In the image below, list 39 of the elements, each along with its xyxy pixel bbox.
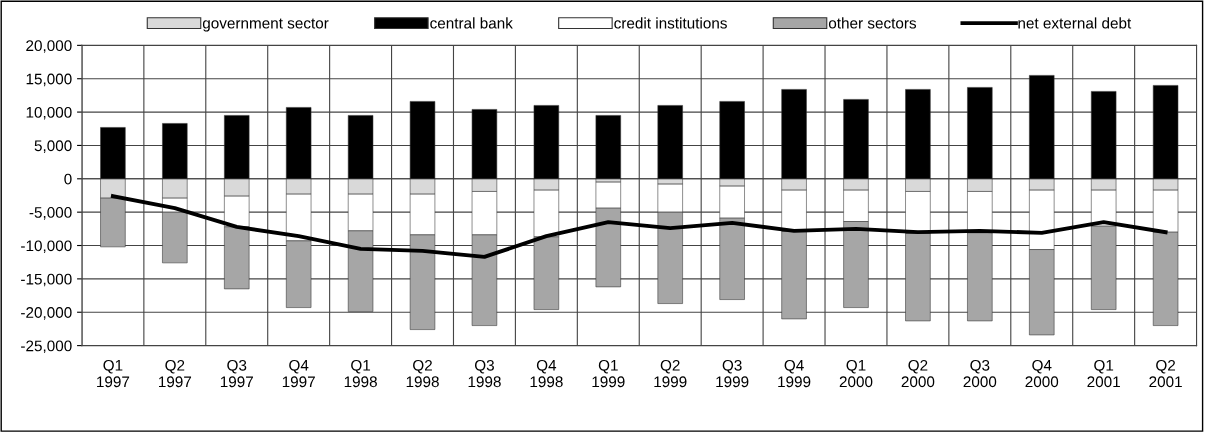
y-tick-label: -10,000	[21, 240, 72, 254]
legend-label: central bank	[430, 17, 513, 29]
x-tick-label: Q3 1997	[220, 359, 253, 388]
x-tick-label: Q4 1999	[778, 359, 811, 388]
x-tick-label: Q4 2000	[1025, 359, 1059, 388]
legend-label: government sector	[202, 18, 329, 32]
y-tick-label: 20,000	[26, 40, 72, 53]
bar	[781, 231, 807, 320]
bar	[967, 232, 993, 322]
bar	[905, 233, 931, 322]
x-tick-label: Q4 1997	[282, 359, 315, 388]
x-tick-label: Q2 1999	[654, 359, 687, 388]
y-tick-label: -5,000	[29, 207, 72, 220]
y-tick-label: 5,000	[34, 140, 72, 153]
x-tick-label: Q1 1998	[344, 359, 377, 388]
x-tick-label: Q3 2000	[963, 359, 997, 388]
line-series	[110, 194, 1168, 259]
x-tick-label: Q1 2000	[839, 359, 873, 388]
x-tick-label: Q2 2000	[901, 359, 935, 388]
y-tick-label: 0	[64, 173, 72, 185]
x-tick-label: Q2 1998	[406, 359, 439, 388]
x-tick-label: Q3 1998	[468, 359, 501, 388]
x-tick-label: Q2 1997	[159, 359, 192, 388]
bar	[595, 115, 621, 180]
y-tick-label: 10,000	[26, 106, 72, 120]
y-tick-label: -15,000	[21, 273, 72, 287]
y-tick-label: -20,000	[21, 307, 72, 320]
legend-label: net external debt	[1018, 17, 1132, 29]
legend-label: credit institutions	[614, 17, 727, 29]
y-tick-label: 15,000	[26, 73, 72, 87]
bar	[657, 105, 683, 180]
x-tick-label: Q3 1999	[716, 359, 749, 388]
x-tick-label: Q1 1999	[592, 359, 625, 388]
legend-label: other sectors	[828, 17, 917, 29]
x-tick-label: Q1 1997	[97, 359, 130, 388]
x-tick-label: Q2 2001	[1149, 359, 1182, 388]
x-tick-label: Q4 1998	[530, 359, 563, 388]
y-tick-label: -25,000	[21, 340, 72, 354]
x-tick-label: Q1 2001	[1087, 359, 1120, 388]
